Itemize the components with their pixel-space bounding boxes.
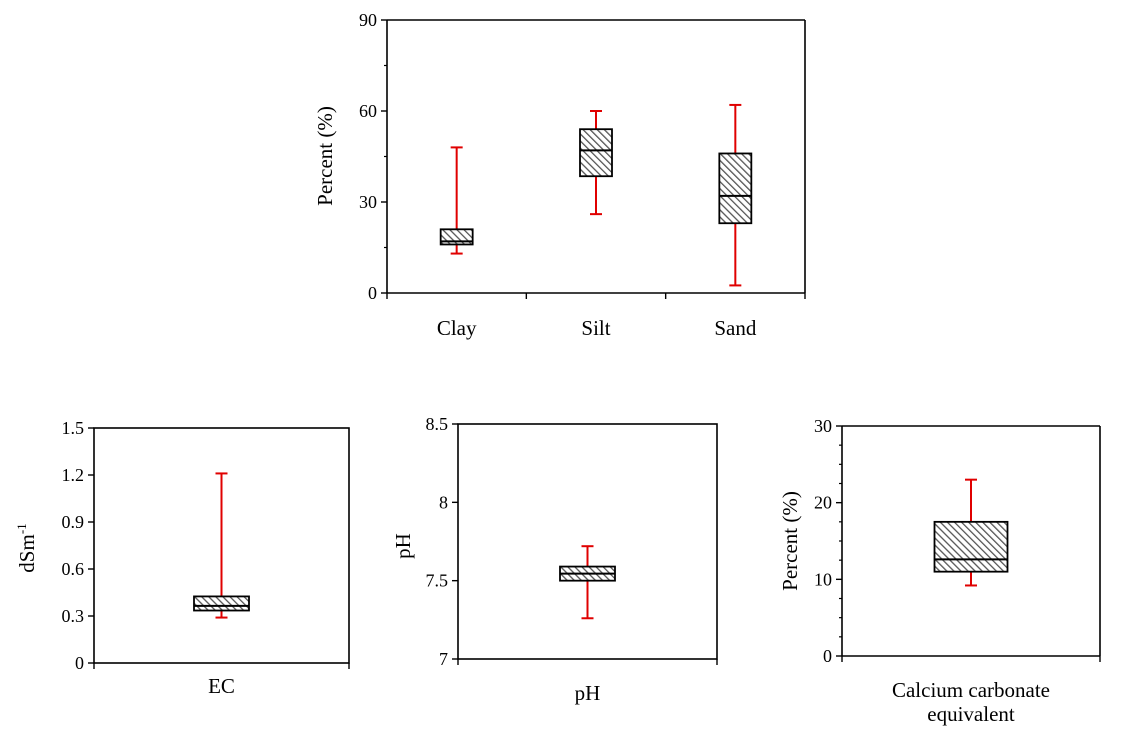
texture-category-label: Sand bbox=[714, 316, 757, 340]
texture-category-label: Silt bbox=[581, 316, 610, 340]
calcium-carbonate-y-tick-label: 10 bbox=[814, 569, 832, 589]
ec-y-tick-label: 0.9 bbox=[62, 512, 85, 532]
ph-y-tick-label: 7 bbox=[439, 649, 448, 669]
calcium-carbonate-category-label: Calcium carbonate equivalent bbox=[892, 678, 1050, 726]
texture-category-label: Clay bbox=[437, 316, 477, 340]
ph-y-tick-label: 8.5 bbox=[426, 414, 449, 434]
ec-plot-frame bbox=[93, 427, 350, 664]
ec-y-axis-label-superscript: -1 bbox=[14, 523, 29, 534]
ph-y-tick-label: 8 bbox=[439, 492, 448, 512]
texture-y-tick-label: 30 bbox=[359, 192, 377, 212]
texture-iqr-box bbox=[718, 152, 753, 225]
texture-y-tick-label: 60 bbox=[359, 101, 377, 121]
calcium-carbonate-y-axis-label: Percent (%) bbox=[778, 491, 802, 591]
calcium-carbonate-y-tick-label: 0 bbox=[823, 646, 832, 666]
calcium-carbonate-y-tick-label: 30 bbox=[814, 416, 832, 436]
ec-category-label: EC bbox=[208, 674, 235, 698]
ec-y-tick-label: 0.3 bbox=[62, 606, 85, 626]
ec-y-tick-label: 1.2 bbox=[62, 465, 85, 485]
ec-iqr-box bbox=[193, 595, 250, 612]
ec-y-tick-label: 0 bbox=[75, 653, 84, 673]
calcium-carbonate-y-tick-label: 20 bbox=[814, 493, 832, 513]
texture-y-tick-label: 90 bbox=[359, 10, 377, 30]
ph-y-axis-label: pH bbox=[391, 533, 415, 559]
ph-boxplot-panel: pH 7 7.5 8 8.5 pH bbox=[391, 414, 718, 705]
ec-y-tick-label: 0.6 bbox=[62, 559, 85, 579]
calcium-carbonate-boxplot-panel: Percent (%) 0 10 20 30 Calcium carbonate equi… bbox=[778, 416, 1101, 726]
calcium-carbonate-iqr-box bbox=[933, 520, 1009, 573]
texture-iqr-box bbox=[579, 128, 613, 178]
ec-y-axis-label-main: dSm bbox=[15, 534, 39, 573]
texture-y-tick-label: 0 bbox=[368, 283, 377, 303]
ec-y-tick-label: 1.5 bbox=[62, 418, 85, 438]
ec-boxplot-panel: dSm-1 0 0.3 0.6 0.9 1.2 1.5 EC bbox=[14, 418, 350, 698]
ph-plot-frame bbox=[457, 423, 718, 660]
texture-y-axis-label: Percent (%) bbox=[313, 106, 337, 206]
ph-category-label: pH bbox=[575, 681, 601, 705]
ph-y-tick-label: 7.5 bbox=[426, 571, 449, 591]
ec-y-axis-label: dSm-1 bbox=[14, 523, 39, 572]
texture-boxplot-panel: Percent (%) 0 30 60 90 Clay Silt Sand bbox=[313, 10, 806, 340]
